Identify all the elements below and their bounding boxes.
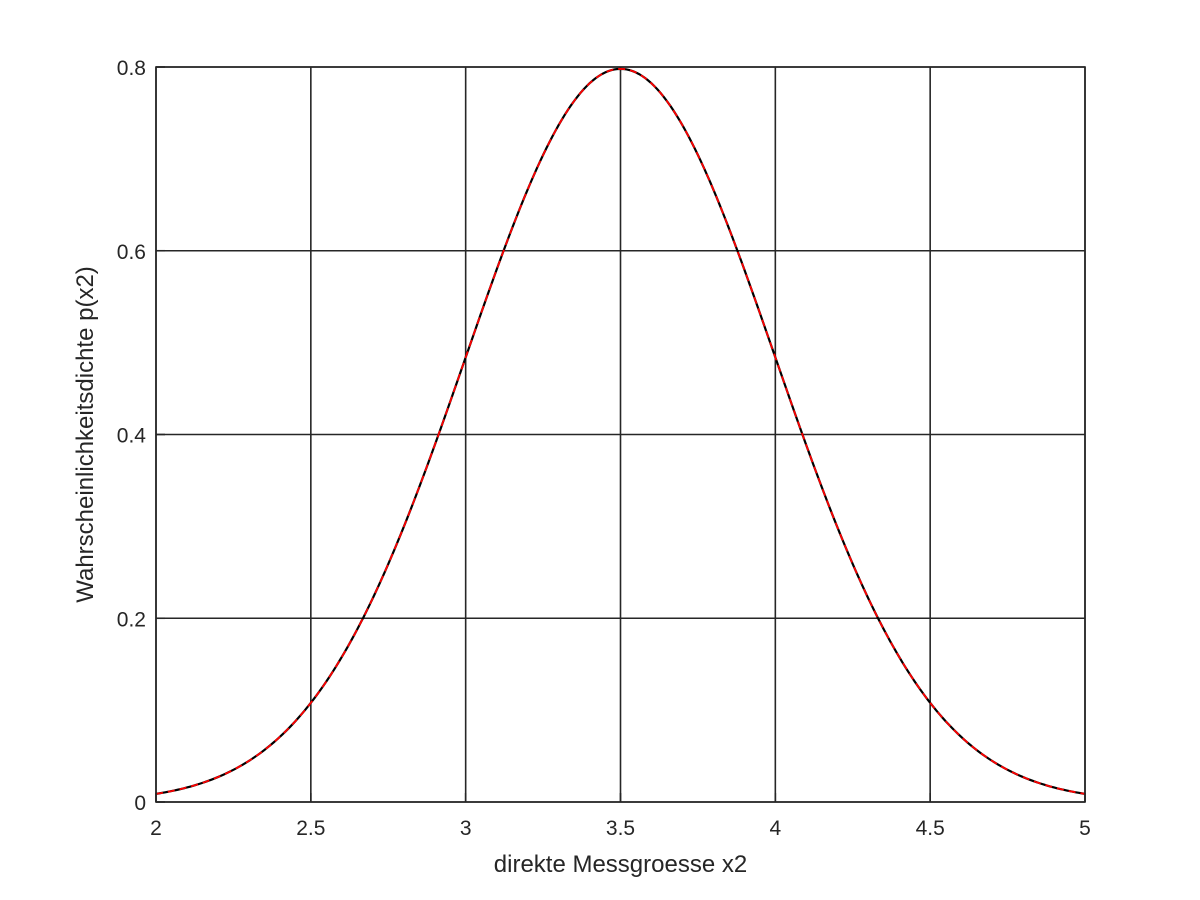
y-tick-label: 0.4 <box>117 425 147 448</box>
x-tick-label: 2.5 <box>296 817 325 840</box>
x-tick-label: 2 <box>150 817 162 840</box>
x-tick-label: 3 <box>460 817 472 840</box>
series-group <box>155 67 1086 795</box>
x-tick-label: 4.5 <box>916 817 945 840</box>
tick-labels: 2 2.5 3 3.5 4 4.5 5 0 0.2 0.4 0.6 0.8 <box>117 57 1091 840</box>
x-axis-label: direkte Messgroesse x2 <box>494 851 747 878</box>
dashed-red-density-curve <box>155 67 1086 795</box>
x-tick-label: 4 <box>769 817 781 840</box>
x-tick-label: 3.5 <box>606 817 635 840</box>
y-tick-label: 0.2 <box>117 608 146 631</box>
y-tick-label: 0.6 <box>117 241 146 264</box>
y-tick-label: 0 <box>134 792 146 815</box>
y-axis-label: Wahrscheinlichkeitsdichte p(x2) <box>72 266 99 603</box>
y-tick-label: 0.8 <box>117 57 146 80</box>
x-tick-label: 5 <box>1079 817 1091 840</box>
